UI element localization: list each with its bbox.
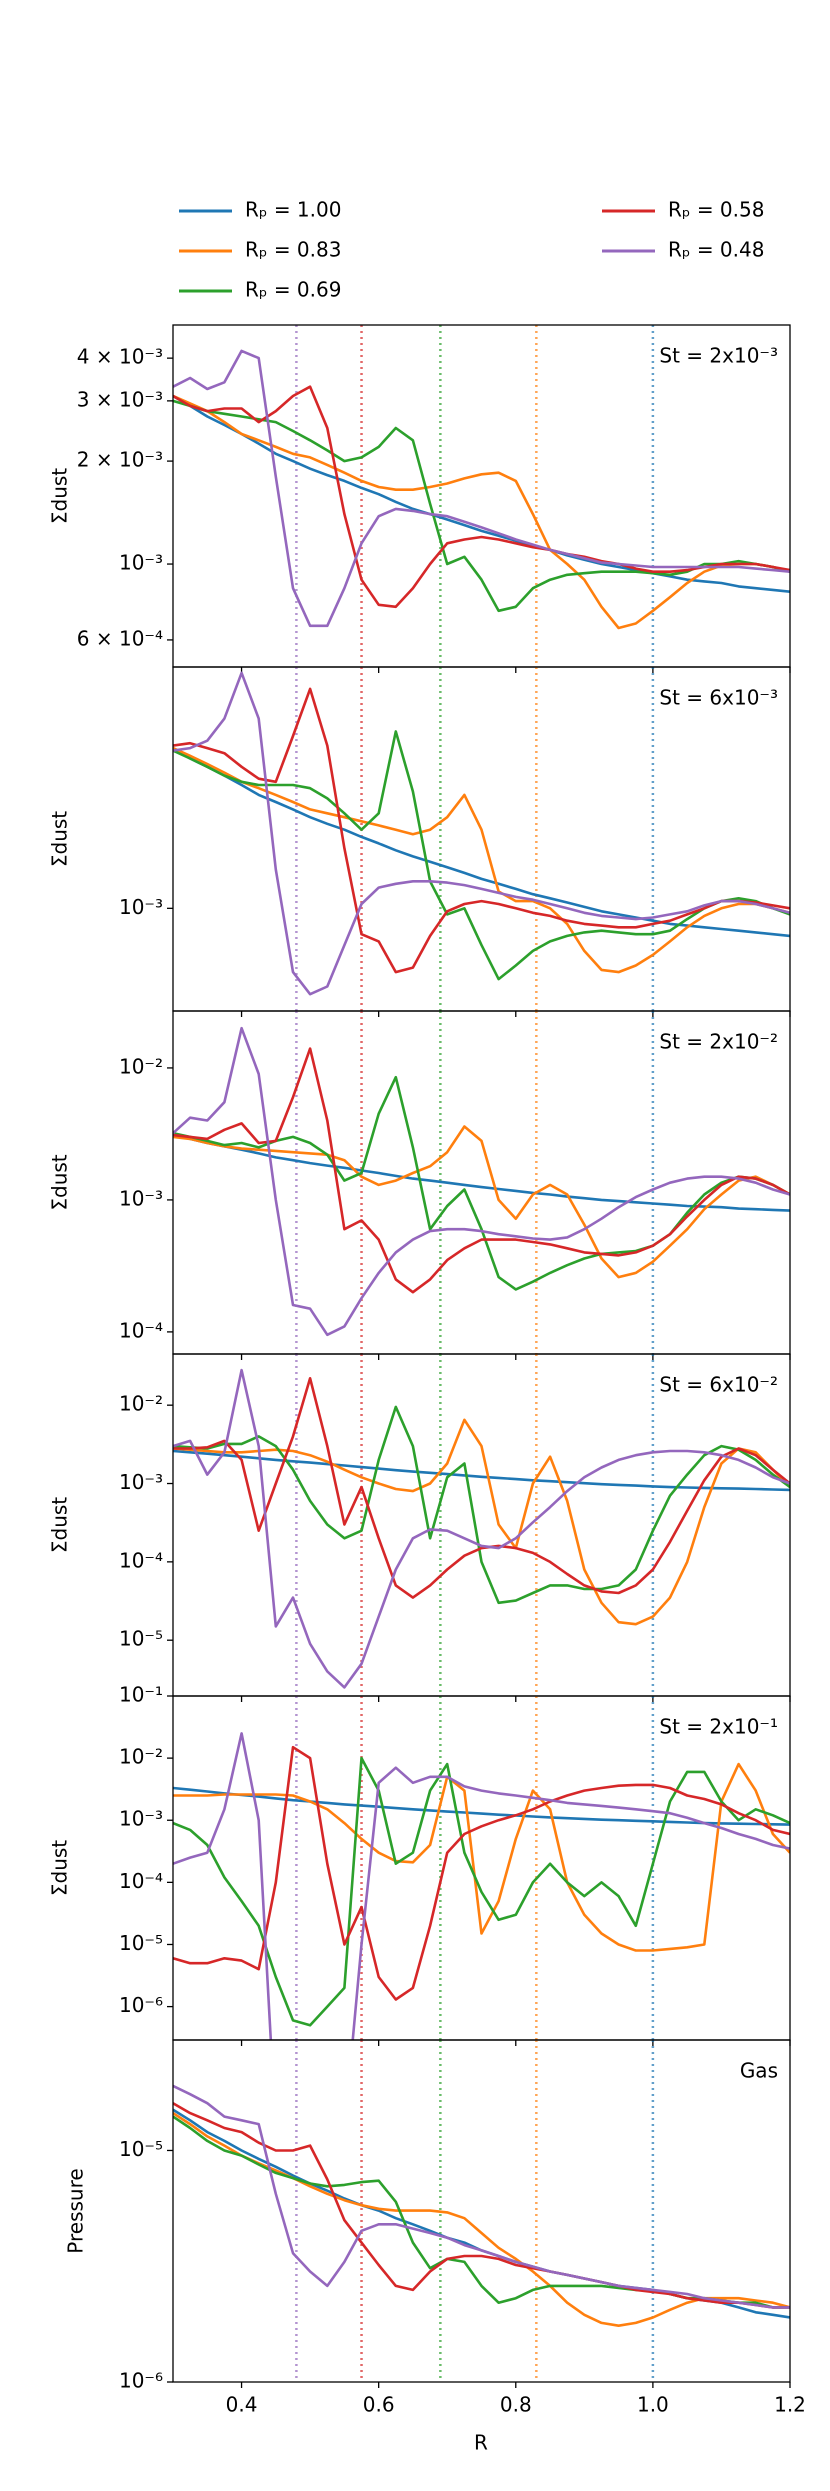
series-line: [173, 385, 790, 609]
annotation: Gas: [740, 2059, 778, 2083]
x-tick-label: 0.6: [363, 2393, 395, 2417]
series-line: [173, 746, 790, 974]
series-line: [173, 2102, 790, 2309]
y-axis-label: Σdust: [48, 468, 72, 524]
axes-frame: [172, 1010, 791, 1355]
y-tick-label: 2 × 10⁻³: [77, 448, 163, 472]
x-axis-label: R: [474, 2431, 488, 2455]
x-tick-label: 0.4: [226, 2393, 258, 2417]
series-line: [173, 1449, 790, 1492]
annotation: St = 2x10⁻²: [659, 1030, 778, 1054]
y-tick-label: 6 × 10⁻⁴: [77, 626, 163, 650]
annotation: St = 6x10⁻²: [659, 1373, 778, 1397]
x-tick-label: 1.0: [637, 2393, 669, 2417]
panel: [173, 667, 790, 1011]
y-tick-label: 10⁻⁶: [119, 1993, 163, 2017]
y-tick-label: 10⁻³: [119, 895, 163, 919]
series-line: [173, 1377, 790, 1599]
y-tick-label: 10⁻³: [119, 1807, 163, 1831]
y-tick-label: 4 × 10⁻³: [77, 345, 163, 369]
legend-label: Rₚ = 0.69: [245, 278, 341, 302]
y-tick-label: 10⁻⁶: [119, 2369, 163, 2393]
panel: [173, 1354, 790, 1696]
y-axis-label: Σdust: [48, 811, 72, 867]
legend-label: Rₚ = 0.83: [245, 238, 341, 262]
series-line: [173, 1762, 790, 1952]
panel: [173, 1011, 790, 1354]
y-axis-label: Σdust: [48, 1154, 72, 1210]
panel: [173, 325, 790, 667]
series-line: [173, 671, 790, 996]
axes-frame: [172, 666, 791, 1012]
legend-label: Rₚ = 0.48: [668, 238, 764, 262]
series-line: [173, 394, 790, 593]
y-tick-label: 10⁻²: [119, 1392, 163, 1416]
y-tick-label: 10⁻²: [119, 1054, 163, 1078]
legend-label: Rₚ = 0.58: [668, 198, 764, 222]
annotation: St = 6x10⁻³: [659, 686, 778, 710]
annotation: St = 2x10⁻³: [659, 344, 778, 368]
annotation: St = 2x10⁻¹: [659, 1715, 778, 1739]
series-line: [173, 349, 790, 628]
axes-frame: [172, 2039, 791, 2383]
series-line: [173, 1405, 790, 1605]
y-tick-label: 3 × 10⁻³: [77, 387, 163, 411]
series-line: [173, 730, 790, 981]
series-line: [173, 1756, 790, 2027]
series-line: [173, 1075, 790, 1291]
series-line: [173, 394, 790, 630]
panel: [173, 1696, 790, 2040]
series-line: [173, 687, 790, 974]
y-tick-label: 10⁻²: [119, 1745, 163, 1769]
series-line: [173, 1732, 790, 2040]
axes-frame: [172, 324, 791, 668]
y-axis-label: Σdust: [48, 1840, 72, 1896]
y-tick-label: 10⁻³: [119, 551, 163, 575]
legend-label: Rₚ = 1.00: [245, 198, 341, 222]
series-line: [173, 1047, 790, 1294]
series-line: [173, 746, 790, 938]
series-line: [173, 1368, 790, 1689]
series-line: [173, 1418, 790, 1626]
y-tick-label: 10⁻¹: [119, 1683, 163, 1707]
series-line: [173, 2112, 790, 2327]
axes-frame: [172, 1695, 791, 2041]
x-tick-label: 1.2: [774, 2393, 806, 2417]
y-axis-label: Pressure: [64, 2168, 88, 2253]
x-tick-label: 0.8: [500, 2393, 532, 2417]
series-line: [173, 1133, 790, 1212]
series-line: [173, 1125, 790, 1279]
series-line: [173, 399, 790, 613]
y-tick-label: 10⁻³: [119, 1186, 163, 1210]
panel: [173, 2040, 790, 2382]
series-line: [173, 2084, 790, 2309]
y-tick-label: 10⁻⁴: [119, 1548, 163, 1572]
y-tick-label: 10⁻⁵: [119, 2137, 163, 2161]
y-tick-label: 10⁻⁵: [119, 1931, 163, 1955]
series-line: [173, 1026, 790, 1337]
series-line: [173, 1745, 790, 2001]
y-tick-label: 10⁻³: [119, 1470, 163, 1494]
y-tick-label: 10⁻⁵: [119, 1627, 163, 1651]
series-line: [173, 1786, 790, 1826]
y-tick-label: 10⁻⁴: [119, 1869, 163, 1893]
y-axis-label: Σdust: [48, 1497, 72, 1553]
y-tick-label: 10⁻⁴: [119, 1318, 163, 1342]
